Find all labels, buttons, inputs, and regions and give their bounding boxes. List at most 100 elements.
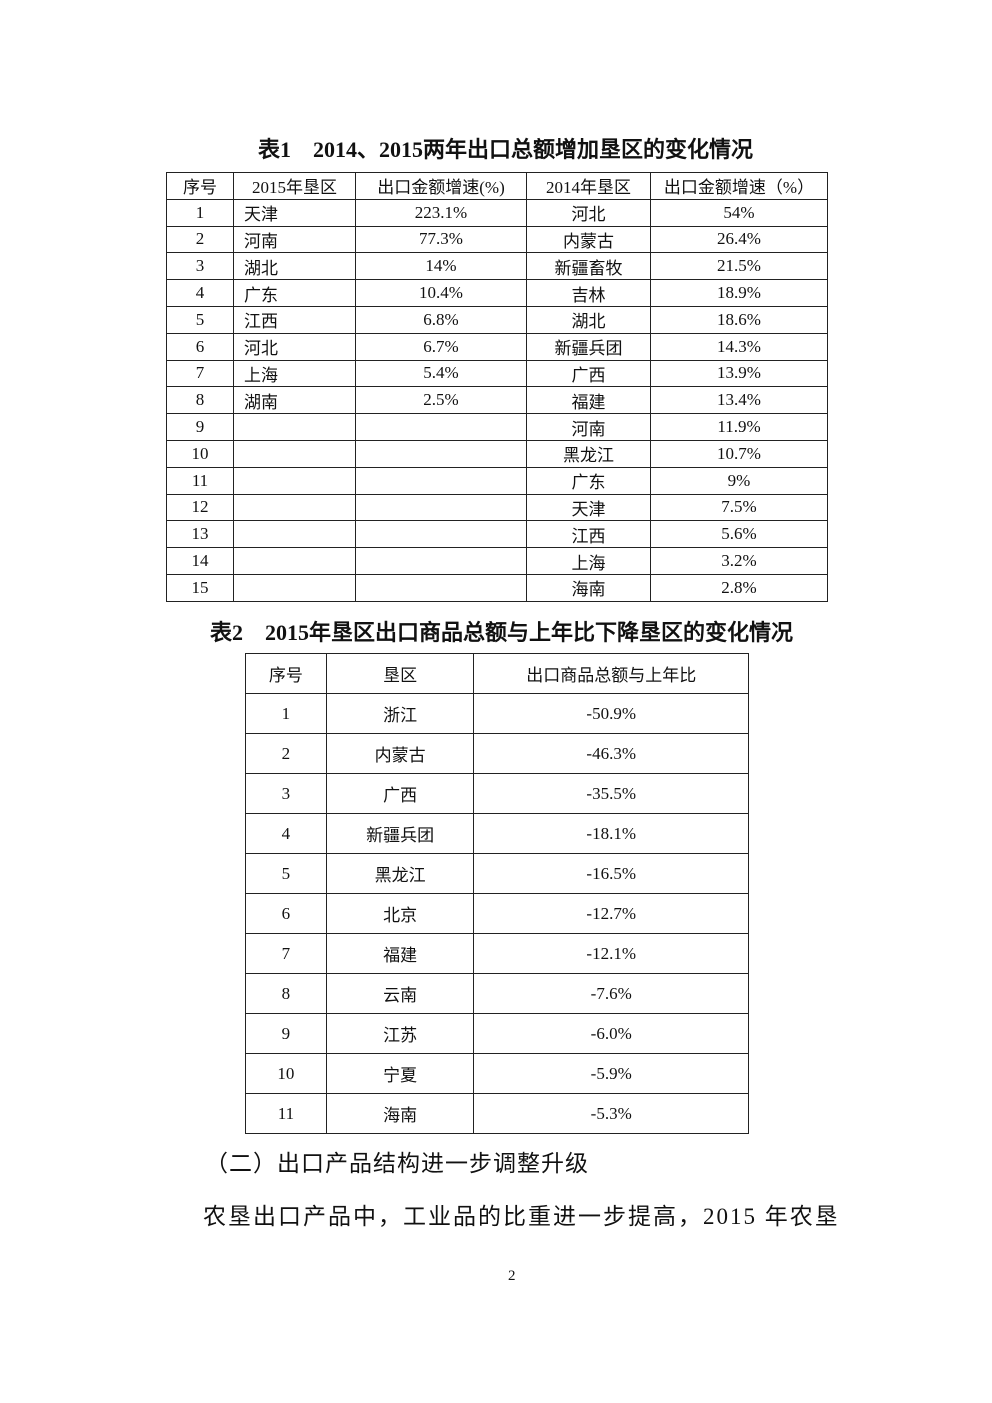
table-cell: 6.8% [355, 305, 527, 334]
table-cell: 黑龙江 [325, 853, 475, 894]
table-row: 3 湖北 14% 新疆畜牧 21.5% [166, 252, 828, 281]
table-cell: 3.2% [650, 547, 828, 575]
table-row: 6 北京 -12.7% [245, 893, 749, 934]
table-row: 5 黑龙江 -16.5% [245, 853, 749, 894]
table-cell [233, 520, 356, 549]
table-row: 11 广东 9% [166, 466, 828, 495]
table-cell: 13 [166, 520, 234, 549]
table-cell: 上海 [233, 359, 356, 388]
table-cell: 10.4% [355, 279, 527, 307]
table-cell [355, 547, 527, 575]
table-cell: 2 [245, 733, 327, 774]
table-cell: 8 [245, 973, 327, 1014]
table-cell: 2.8% [650, 573, 828, 602]
table-cell: 海南 [526, 573, 651, 602]
table1-title: 表1 2014、2015两年出口总额增加垦区的变化情况 [258, 137, 754, 162]
table-cell: -5.3% [473, 1093, 749, 1134]
table-row: 9 河南 11.9% [166, 413, 828, 441]
table1: 序号 2015年垦区 出口金额增速(%) 2014年垦区 出口金额增速（%） 1 天津 223… [166, 172, 828, 602]
table-cell: 77.3% [355, 225, 527, 254]
table-cell: -5.9% [473, 1053, 749, 1094]
table-row: 12 天津 7.5% [166, 493, 828, 522]
table-cell: 7.5% [650, 493, 828, 522]
table-row: 10 宁夏 -5.9% [245, 1053, 749, 1094]
table-cell: 河南 [233, 225, 356, 254]
table-cell: 18.9% [650, 279, 828, 307]
table-cell: 吉林 [526, 279, 651, 307]
table-cell: 10 [166, 439, 234, 468]
table-cell: -35.5% [473, 773, 749, 814]
table-cell: 9 [245, 1013, 327, 1054]
table-row: 14 上海 3.2% [166, 547, 828, 575]
table-row: 2 河南 77.3% 内蒙古 26.4% [166, 225, 828, 254]
table-row: 3 广西 -35.5% [245, 773, 749, 814]
table-cell: -12.1% [473, 933, 749, 974]
table-row: 9 江苏 -6.0% [245, 1013, 749, 1054]
table-cell: 14% [355, 252, 527, 281]
table-cell: 湖北 [233, 252, 356, 281]
header-cell: 2014年垦区 [526, 172, 651, 200]
table-cell: 11.9% [650, 413, 828, 441]
table-row: 1 天津 223.1% 河北 54% [166, 198, 828, 227]
table-cell: 10.7% [650, 439, 828, 468]
table-cell: 江苏 [325, 1013, 475, 1054]
table-cell: 7 [245, 933, 327, 974]
table-cell: 黑龙江 [526, 439, 651, 468]
table-cell: 6.7% [355, 332, 527, 361]
table-row: 8 云南 -7.6% [245, 973, 749, 1014]
table-cell: 12 [166, 493, 234, 522]
table-cell: 新疆畜牧 [526, 252, 651, 281]
table-cell: 浙江 [325, 693, 475, 734]
table-cell: 河南 [526, 413, 651, 441]
table-row: 4 广东 10.4% 吉林 18.9% [166, 279, 828, 307]
table-cell [233, 493, 356, 522]
table-cell: 宁夏 [325, 1053, 475, 1094]
table-cell [233, 547, 356, 575]
table-cell: 5 [245, 853, 327, 894]
table-cell: 湖北 [526, 305, 651, 334]
table-row: 6 河北 6.7% 新疆兵团 14.3% [166, 332, 828, 361]
header-row: 序号 垦区 出口商品总额与上年比 [245, 653, 749, 694]
table-cell: 河北 [233, 332, 356, 361]
table-cell [355, 493, 527, 522]
table2-title: 表2 2015年垦区出口商品总额与上年比下降垦区的变化情况 [210, 620, 794, 645]
table-cell: 广东 [526, 466, 651, 495]
table-cell: 云南 [325, 973, 475, 1014]
table-row: 1 浙江 -50.9% [245, 693, 749, 734]
body-paragraph: 农垦出口产品中，工业品的比重进一步提高，2015 年农垦 [203, 1204, 840, 1229]
table-row: 11 海南 -5.3% [245, 1093, 749, 1134]
table-cell: 广西 [325, 773, 475, 814]
page-number: 2 [508, 1268, 516, 1284]
table-cell: 河北 [526, 198, 651, 227]
table-cell: 湖南 [233, 386, 356, 415]
table-cell: 海南 [325, 1093, 475, 1134]
table-cell: 5.4% [355, 359, 527, 388]
table-cell: 1 [166, 198, 234, 227]
table-cell: 13.9% [650, 359, 828, 388]
table-row: 15 海南 2.8% [166, 573, 828, 602]
table-cell [233, 573, 356, 602]
table-cell [355, 413, 527, 441]
table-cell: 223.1% [355, 198, 527, 227]
table-cell: 福建 [325, 933, 475, 974]
table-cell: 天津 [233, 198, 356, 227]
table-cell: -16.5% [473, 853, 749, 894]
header-cell: 出口金额增速（%） [650, 172, 828, 200]
table-cell: 14.3% [650, 332, 828, 361]
header-row: 序号 2015年垦区 出口金额增速(%) 2014年垦区 出口金额增速（%） [166, 172, 828, 200]
table-cell: 54% [650, 198, 828, 227]
table-cell: 18.6% [650, 305, 828, 334]
table-cell: 9 [166, 413, 234, 441]
table-cell: 上海 [526, 547, 651, 575]
header-cell: 序号 [166, 172, 234, 200]
table-row: 10 黑龙江 10.7% [166, 439, 828, 468]
header-cell: 序号 [245, 653, 327, 694]
table-cell: 4 [166, 279, 234, 307]
table-cell: 江西 [526, 520, 651, 549]
table-cell: 新疆兵团 [526, 332, 651, 361]
table-cell: 15 [166, 573, 234, 602]
table-cell: 6 [166, 332, 234, 361]
header-cell: 出口商品总额与上年比 [473, 653, 749, 694]
table-row: 5 江西 6.8% 湖北 18.6% [166, 305, 828, 334]
table-cell: 3 [245, 773, 327, 814]
